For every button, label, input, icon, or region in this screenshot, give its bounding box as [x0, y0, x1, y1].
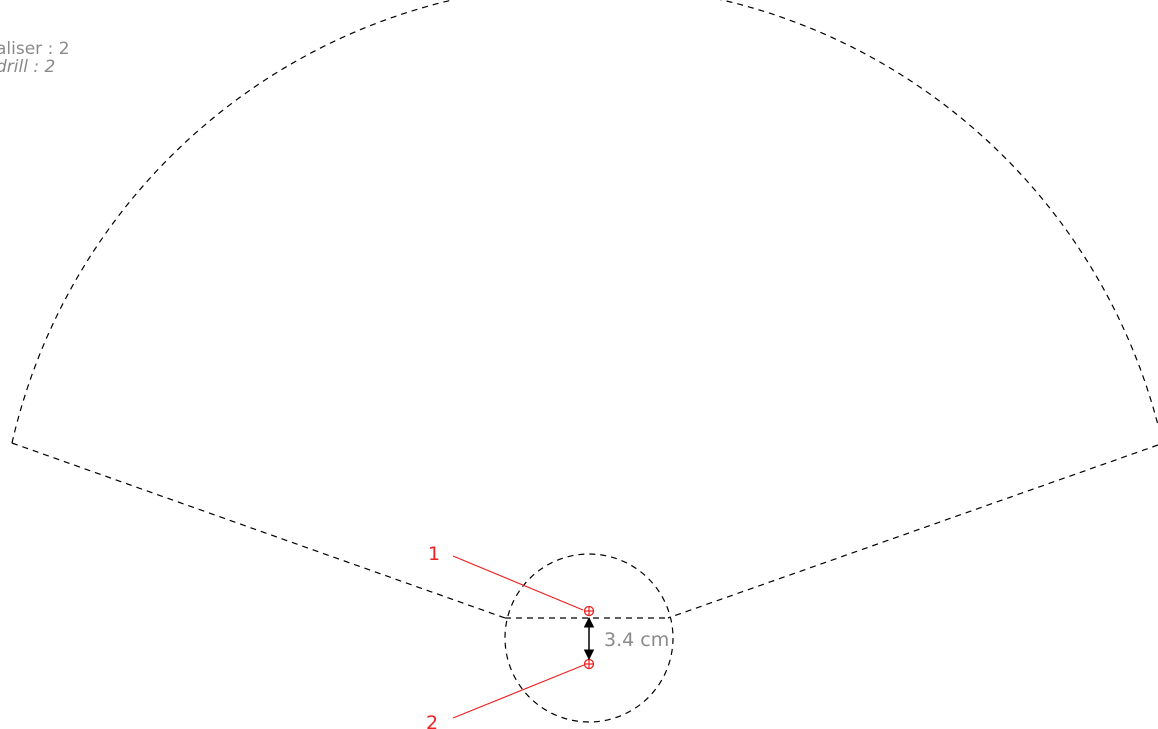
- legend-line-1: aliser : 2: [0, 39, 70, 59]
- point-marker-2[interactable]: [583, 658, 595, 670]
- fan-right-edge: [667, 444, 1158, 619]
- leader-line-2: [452, 664, 585, 719]
- legend-line-2: drill : 2: [0, 57, 56, 77]
- leader-line-1: [452, 555, 584, 611]
- legend: aliser : 2 drill : 2: [0, 40, 70, 76]
- point-label-1: 1: [428, 543, 440, 565]
- fan-left-edge: [11, 442, 506, 619]
- dimension-label: 3.4 cm: [604, 629, 669, 651]
- point-label-2: 2: [426, 712, 438, 729]
- center-circle: [504, 553, 674, 723]
- point-marker-1[interactable]: [583, 605, 595, 617]
- fan-sector-outline: [11, 0, 1158, 444]
